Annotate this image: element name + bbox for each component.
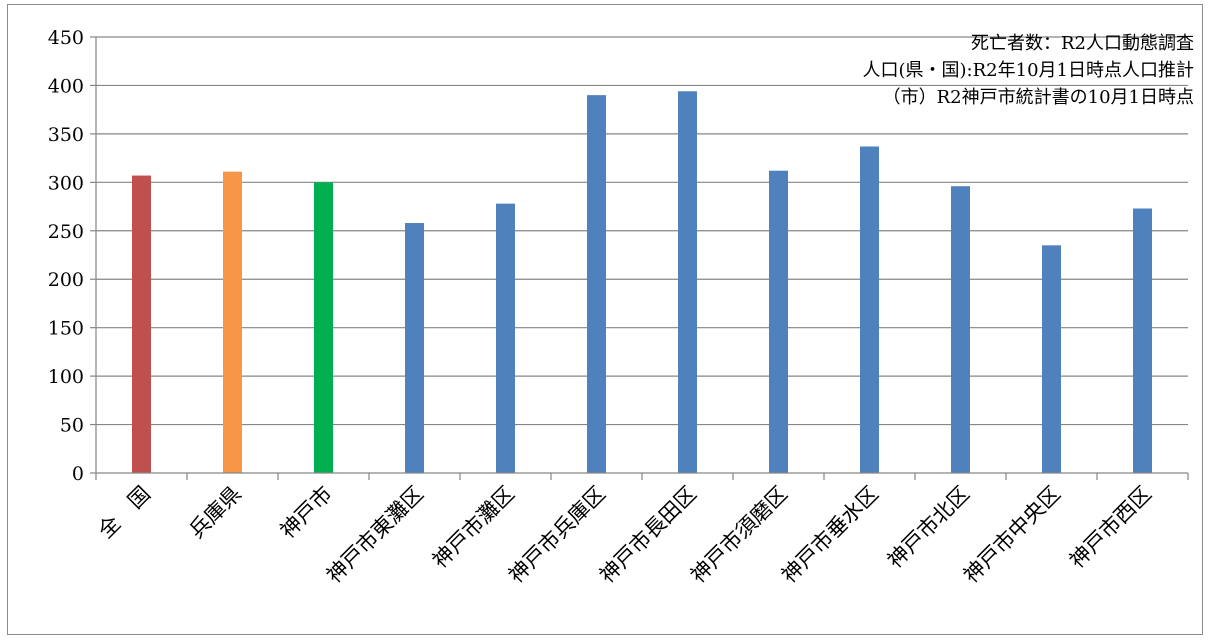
y-tick-label: 300 [48, 172, 84, 194]
bar [496, 203, 515, 473]
bar [223, 171, 242, 474]
y-tick-labels: 0 50 100 150 200 250 300 350 400 450 [48, 27, 84, 485]
bar [1042, 245, 1061, 473]
bar-chart: 050100150200250300350400450 全 国兵庫県 神戸市神戸市… [48, 27, 1194, 588]
bar [951, 186, 970, 473]
x-tick-label: 神戸市西区 [1065, 482, 1156, 573]
y-tick-label: 200 [48, 269, 84, 291]
y-tick-label: 100 [48, 366, 84, 388]
x-tick-label: 神戸市中央区 [959, 482, 1065, 588]
source-note: 死亡者数：R2人口動態調査 [971, 33, 1194, 54]
x-tick-label: 神戸市北区 [883, 482, 974, 573]
bar [860, 146, 879, 474]
x-tick-label: 神戸市長田区 [595, 482, 701, 588]
bar [405, 223, 424, 473]
x-tick-label: 神戸市灘区 [428, 482, 519, 573]
bar [769, 170, 788, 473]
x-tick-labels: 全 国兵庫県 神戸市神戸市東灘区 神戸市灘区神戸市兵庫区神戸市長田区神戸市須磨区神戸… [94, 482, 1157, 588]
x-tick-label: 全 国 [94, 482, 156, 544]
chart-frame: 0 50 100 150 200 250 300 350 400 450 全 国兵庫県 神戸市 神戸市… [7, 4, 1203, 635]
x-tick-label: 神戸市垂水区 [777, 482, 883, 588]
y-tick-label: 250 [48, 221, 84, 243]
bar [678, 91, 697, 473]
y-tick-label: 150 [48, 318, 84, 340]
bar [132, 175, 151, 473]
x-tick-label: 神戸市兵庫区 [504, 482, 610, 588]
bars [132, 91, 1152, 474]
y-tick-label: 450 [48, 27, 84, 49]
bar [1133, 208, 1152, 473]
axes [90, 36, 1189, 480]
y-tick-label: 0 [72, 463, 84, 485]
x-tick-label: 神戸市東灘区 [322, 482, 428, 588]
source-note: 人口(県・国):R2年10月1日時点人口推計 [863, 60, 1194, 81]
bar [314, 182, 333, 474]
x-tick-label: 神戸市 [276, 482, 338, 544]
x-tick-label: 神戸市須磨区 [686, 482, 792, 588]
gridlines [96, 36, 1188, 426]
x-tick-label: 兵庫県 [185, 482, 247, 544]
bar [587, 95, 606, 473]
y-tick-label: 50 [60, 415, 84, 437]
source-note: （市）R2神戸市統計書の10月1日時点 [883, 87, 1194, 108]
y-tick-label: 400 [48, 75, 84, 97]
y-tick-label: 350 [48, 124, 84, 146]
